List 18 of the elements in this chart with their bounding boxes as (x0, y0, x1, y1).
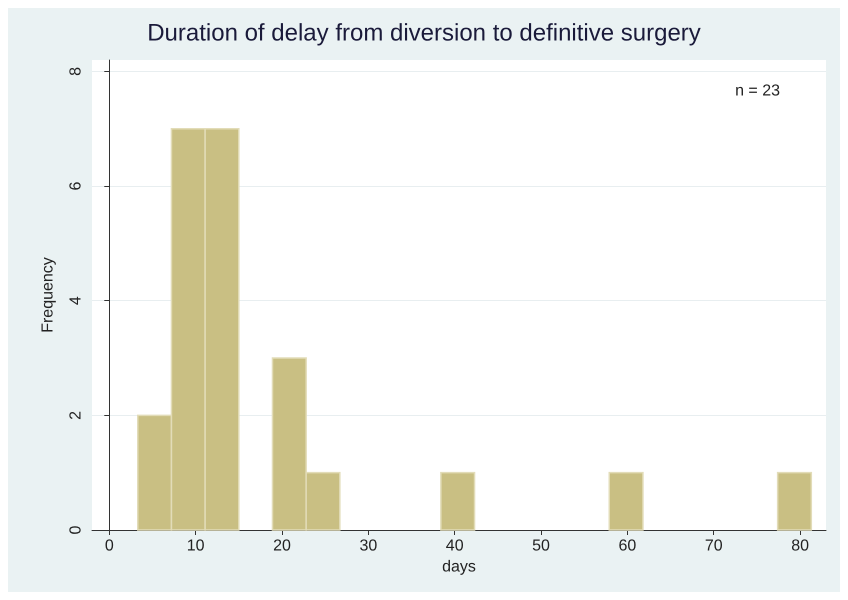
x-tick-label: 30 (359, 538, 378, 554)
x-tick-label: 60 (618, 538, 636, 554)
x-tick-label: 10 (186, 538, 205, 554)
x-tick-label: 80 (791, 538, 810, 554)
y-tick-label: 8 (68, 66, 84, 76)
y-tick-label: 2 (68, 410, 84, 420)
y-tick-label: 0 (68, 525, 84, 534)
y-tick-label: 6 (68, 182, 84, 191)
y-tick-label: 4 (68, 296, 84, 306)
x-tick-label: 40 (446, 538, 464, 554)
annotation: n = 23 (735, 82, 780, 100)
x-tick-label: 70 (704, 538, 723, 554)
x-tick-label: 20 (273, 538, 291, 554)
y-axis-title: Frequency (40, 257, 56, 333)
x-tick-label: 50 (532, 538, 550, 554)
x-tick-label: 0 (104, 538, 114, 554)
x-axis-title: days (442, 558, 476, 576)
chart-title: Duration of delay from diversion to definitive surgery (147, 20, 701, 46)
